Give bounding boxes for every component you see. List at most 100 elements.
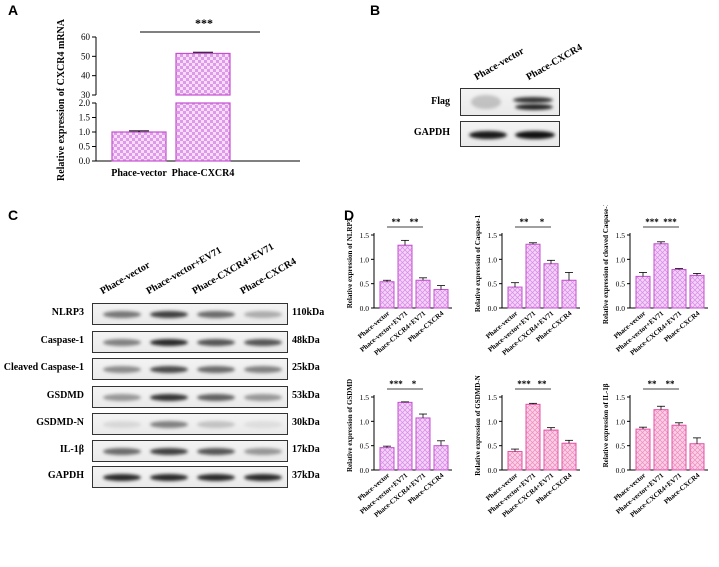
panel-c-kda-label: 30kDa bbox=[292, 417, 320, 428]
blot-band bbox=[103, 339, 141, 346]
blot-band bbox=[150, 448, 188, 455]
panel-label-d: D bbox=[344, 207, 355, 223]
panel-c-kda-label: 37kDa bbox=[292, 470, 320, 481]
panel-a-bar bbox=[175, 52, 231, 96]
blot-band bbox=[197, 366, 235, 373]
panel-a-significance: *** bbox=[195, 16, 213, 30]
blot-band bbox=[244, 311, 282, 318]
panel-d-bar bbox=[433, 289, 449, 309]
panel-d-tick-label: 1.5 bbox=[360, 231, 370, 240]
panel-d-bar bbox=[525, 243, 541, 309]
panel-d-y-axis-label: Relative expression of IL-1β bbox=[602, 383, 610, 467]
panel-a-tick-label: 1.5 bbox=[79, 113, 91, 123]
blot-band bbox=[150, 366, 188, 373]
blot-band bbox=[197, 311, 235, 318]
panel-b-flag-blot bbox=[460, 88, 560, 116]
panel-c-lane-label: Phace-vector+EV71 bbox=[144, 244, 224, 297]
panel-c-row-label: Caspase-1 bbox=[40, 335, 84, 346]
panel-d-sig-label: ** bbox=[648, 379, 658, 389]
panel-d-tick-label: 0.5 bbox=[488, 280, 498, 289]
panel-d-bar bbox=[689, 274, 705, 309]
panel-d-tick-label: 1.0 bbox=[616, 417, 626, 426]
panel-a-y-axis-label: Relative expression of CXCR4 mRNA bbox=[56, 18, 67, 181]
panel-b-lane-label: Phace-vector bbox=[472, 45, 527, 83]
panel-a-tick-label: 40 bbox=[81, 71, 91, 81]
panel-d-bar bbox=[561, 442, 577, 471]
panel-label-a: A bbox=[8, 2, 19, 18]
panel-a-category-label: Phace-CXCR4 bbox=[172, 168, 235, 179]
panel-d-bar bbox=[525, 403, 541, 471]
panel-d-tick-label: 0.5 bbox=[360, 442, 370, 451]
panel-c-blot-strip bbox=[92, 386, 288, 408]
panel-c-kda-label: 53kDa bbox=[292, 390, 320, 401]
blot-band bbox=[244, 421, 282, 428]
panel-d-tick-label: 1.5 bbox=[616, 231, 626, 240]
panel-d-y-axis-label: Relative expression of GSDMD-N bbox=[474, 375, 482, 475]
panel-c-lane-label: Phace-vector bbox=[98, 259, 153, 297]
panel-d-chart: 0.0 0.5 1.0 1.5 Relative expression of Caspa… bbox=[474, 214, 580, 357]
panel-d-bar bbox=[635, 428, 651, 471]
panel-d-tick-label: 1.0 bbox=[616, 255, 626, 264]
blot-band bbox=[103, 394, 141, 401]
blot-band bbox=[150, 311, 188, 318]
panel-d-bar bbox=[507, 451, 523, 471]
panel-d-chart: 0.0 0.5 1.0 1.5 Relative expression of GSDMD… bbox=[346, 379, 452, 519]
panel-d-tick-label: 0.0 bbox=[616, 304, 626, 313]
blot-band bbox=[244, 339, 282, 346]
panel-c-kda-label: 110kDa bbox=[292, 307, 325, 318]
panel-a-bar bbox=[175, 102, 231, 162]
panel-d-y-axis-label: Relative expression of GSDMD bbox=[346, 379, 354, 472]
panel-d-tick-label: 1.0 bbox=[488, 417, 498, 426]
panel-d-tick-label: 0.0 bbox=[360, 466, 370, 475]
panel-d-chart: 0.0 0.5 1.0 1.5 Relative expression of NLRP3… bbox=[346, 217, 452, 357]
panel-d-sig-label: * bbox=[412, 379, 417, 389]
blot-band bbox=[197, 474, 235, 481]
panel-c-lane-label: Phace-CXCR4+EV71 bbox=[190, 241, 276, 297]
panel-b-blot: Phace-vector Phace-CXCR4 Flag GAPDH bbox=[370, 0, 719, 200]
panel-d-sig-label: * bbox=[540, 217, 545, 227]
panel-d-tick-label: 1.5 bbox=[488, 231, 498, 240]
panel-d-bar bbox=[689, 443, 705, 471]
panel-label-c: C bbox=[8, 207, 19, 223]
panel-a-chart: 0.0 0.5 1.0 1.5 2.030 40 50 60 Phace-vector Phace… bbox=[56, 16, 300, 181]
panel-c-blot-strip bbox=[92, 466, 288, 488]
panel-a-tick-label: 50 bbox=[81, 51, 91, 61]
blot-band bbox=[103, 448, 141, 455]
panel-a-tick-label: 30 bbox=[81, 90, 91, 100]
panel-d-tick-label: 1.5 bbox=[616, 393, 626, 402]
blot-band bbox=[244, 366, 282, 373]
blot-band bbox=[244, 474, 282, 481]
panel-d-y-axis-label: Relative expression of cleaved Caspase-1 bbox=[602, 205, 610, 324]
panel-d-charts: 0.0 0.5 1.0 1.5 Relative expression of NLRP3… bbox=[346, 205, 708, 519]
panel-d-sig-label: *** bbox=[517, 379, 531, 389]
panel-d-tick-label: 0.0 bbox=[488, 466, 498, 475]
panel-b-lane-label: Phace-CXCR4 bbox=[524, 42, 585, 83]
blot-band bbox=[103, 311, 141, 318]
panel-d-sig-label: *** bbox=[389, 379, 403, 389]
panel-d-bar bbox=[543, 429, 559, 471]
panel-a-tick-label: 60 bbox=[81, 32, 91, 42]
panel-c-blot-strip bbox=[92, 303, 288, 325]
panel-c-blot-strip bbox=[92, 413, 288, 435]
blot-band bbox=[150, 339, 188, 346]
panel-d-chart: 0.0 0.5 1.0 1.5 Relative expression of cleav… bbox=[602, 205, 708, 357]
panel-d-tick-label: 0.5 bbox=[616, 442, 626, 451]
blot-band bbox=[197, 339, 235, 346]
blot-band bbox=[197, 448, 235, 455]
panel-c-blot-strip bbox=[92, 440, 288, 462]
panel-b-row-gapdh: GAPDH bbox=[413, 127, 450, 138]
panel-d-bar bbox=[507, 286, 523, 309]
panel-d-bar bbox=[397, 244, 413, 309]
panel-d-sig-label: ** bbox=[538, 379, 548, 389]
panel-d-bar bbox=[433, 445, 449, 471]
panel-d-chart: 0.0 0.5 1.0 1.5 Relative expression of IL-1β… bbox=[602, 379, 708, 519]
panel-d-bar bbox=[415, 279, 431, 309]
panel-d-tick-label: 1.0 bbox=[360, 255, 370, 264]
panel-d-tick-label: 0.5 bbox=[488, 442, 498, 451]
panel-c-row-label: Cleaved Caspase-1 bbox=[3, 362, 84, 373]
panel-d-y-axis-label: Relative expression of Caspase-1 bbox=[474, 214, 482, 312]
panel-a-tick-label: 1.0 bbox=[79, 127, 91, 137]
panel-d-tick-label: 1.0 bbox=[360, 417, 370, 426]
panel-d-sig-label: ** bbox=[410, 217, 420, 227]
panel-d-bar bbox=[543, 263, 559, 309]
